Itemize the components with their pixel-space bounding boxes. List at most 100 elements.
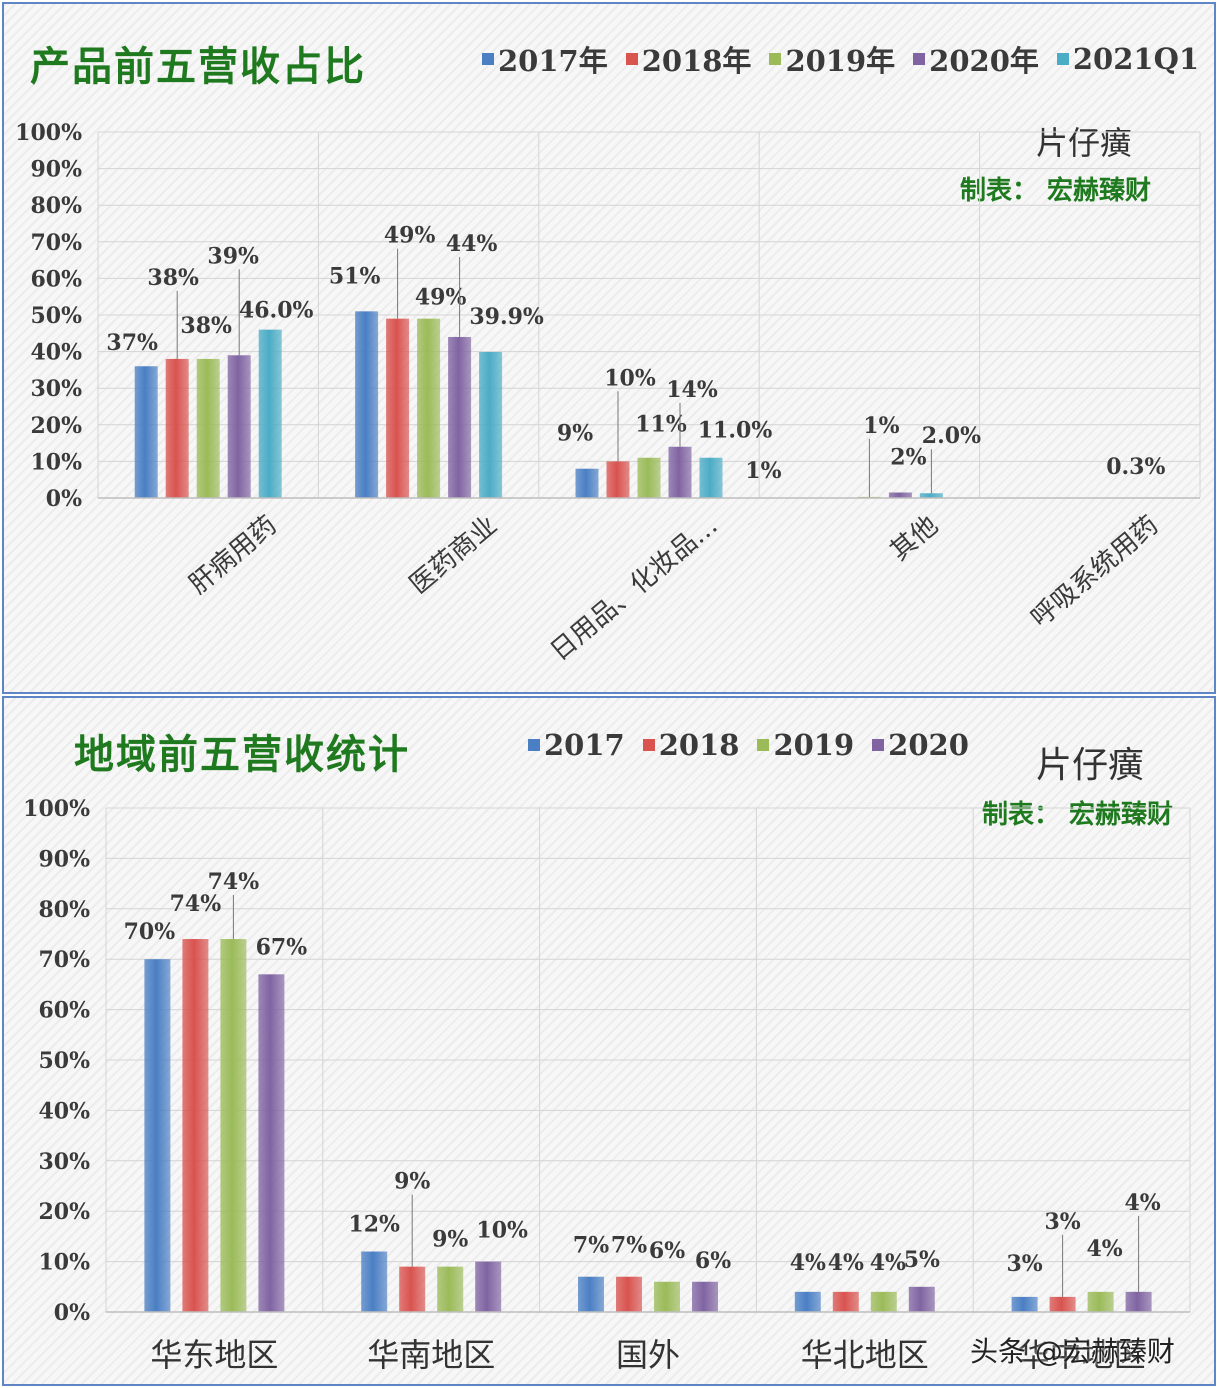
data-label: 6% [695,1248,731,1274]
bar [1087,1291,1114,1312]
bar [794,1291,821,1312]
y-tick-label: 50% [38,1048,90,1074]
x-tick-label: 华东地区 [150,1336,278,1374]
y-tick-label: 10% [30,449,82,475]
x-tick-label: 呼吸系统用药 [1026,510,1165,633]
chart-title: 地域前五营收统计 [74,731,410,778]
y-tick-label: 80% [38,897,90,923]
x-tick-label: 华北地区 [801,1336,929,1374]
bar [196,358,220,498]
y-tick-label: 40% [38,1098,90,1124]
legend-label: 2021Q1 [1072,42,1200,76]
bar [1125,1291,1152,1312]
data-label: 10% [476,1218,528,1244]
legend-item: 2021Q1 [1056,38,1200,80]
bar [475,1261,502,1312]
data-label: 5% [904,1247,940,1273]
data-label: 67% [256,934,308,960]
legend-label: 2019 [773,728,855,762]
legend-item: 2018年 [625,38,751,80]
legend-swatch [625,53,638,65]
data-label: 49% [384,223,436,249]
bar [578,1276,604,1312]
legend-item: 2017 [528,728,625,762]
y-tick-label: 60% [30,266,82,292]
author-label: 片仔癀 [1036,124,1133,162]
data-label: 12% [348,1212,400,1238]
legend-label: 2017年 [498,44,608,78]
y-tick-label: 20% [30,413,82,439]
region-bar-chart: 0%10%20%30%40%50%60%70%80%90%100%70%74%7… [23,796,1191,1374]
bar [165,358,189,498]
y-tick-label: 10% [38,1250,90,1276]
bar [692,1281,718,1312]
x-tick-label: 其他 [885,510,944,566]
x-tick-label: 华中地区 [1018,1336,1146,1374]
bar [479,351,503,498]
data-label: 10% [604,365,656,391]
bar [919,493,943,498]
data-label: 4% [870,1250,906,1276]
y-tick-label: 20% [38,1199,90,1225]
bar [870,1291,897,1312]
data-label: 44% [446,231,498,257]
data-label: 11% [635,412,687,438]
data-label: 38% [180,313,232,339]
legend-label: 2019年 [785,44,896,78]
data-label: 3% [1006,1251,1042,1277]
y-tick-label: 100% [15,120,82,146]
bar [144,959,171,1312]
bar [1011,1296,1038,1312]
bar [386,318,410,498]
bar [448,336,472,498]
bar [908,1286,935,1312]
bar [417,318,441,498]
data-label: 74% [170,891,222,917]
chart-legend: 2017 2018 2019 2020 [528,728,969,762]
y-tick-label: 80% [30,193,82,219]
legend-item: 2020年 [913,38,1039,80]
maker-label: 制表： 宏赫臻财 [982,800,1174,830]
data-label: 74% [208,869,260,895]
product-bar-chart: 0% 10% 20% 30% 40% 50% 60% 70% 80% 90% 100% 37% 38% 3… [15,120,1201,667]
data-label: 11.0% [698,418,773,444]
bar [575,468,599,498]
bar [355,311,379,498]
data-label: 1% [863,413,899,439]
legend-label: 2020 [888,728,969,762]
data-label: 0.3% [1106,454,1165,480]
bar [227,355,251,498]
y-tick-label: 70% [38,947,90,973]
data-label: 6% [649,1238,685,1264]
bar [699,457,723,498]
data-label: 49% [415,285,467,311]
legend-swatch [913,53,926,65]
y-tick-label: 40% [30,340,82,366]
data-label: 9% [557,421,593,447]
bar [437,1266,464,1312]
legend-label: 2020年 [929,44,1039,78]
data-label: 38% [147,265,199,291]
data-label: 9% [394,1169,430,1195]
y-tick-label: 90% [30,157,82,183]
y-tick-label: 50% [30,303,82,329]
data-label: 9% [432,1227,468,1253]
region-revenue-panel: 地域前五营收统计 2017 2018 2019 2020 片仔癀 制表： 宏赫臻财 0… [2,696,1216,1386]
y-tick-label: 90% [38,846,90,872]
y-tick-label: 100% [23,796,90,822]
legend-swatch [1056,53,1069,65]
chart-title: 产品前五营收占比 [30,43,366,90]
bar [134,366,158,498]
data-label: 4% [1124,1190,1160,1216]
data-label: 4% [790,1250,826,1276]
y-tick-label: 70% [30,230,82,256]
y-tick-label: 0% [54,1300,90,1326]
data-label: 1% [745,458,781,484]
data-label: 39.9% [469,304,544,330]
y-tick-label: 30% [38,1149,90,1175]
data-label: 14% [666,377,718,403]
legend-item: 2017年 [482,38,608,80]
legend-item: 2019年 [769,38,895,80]
y-tick-label: 0% [46,486,82,512]
legend-item: 2019 [757,728,854,762]
